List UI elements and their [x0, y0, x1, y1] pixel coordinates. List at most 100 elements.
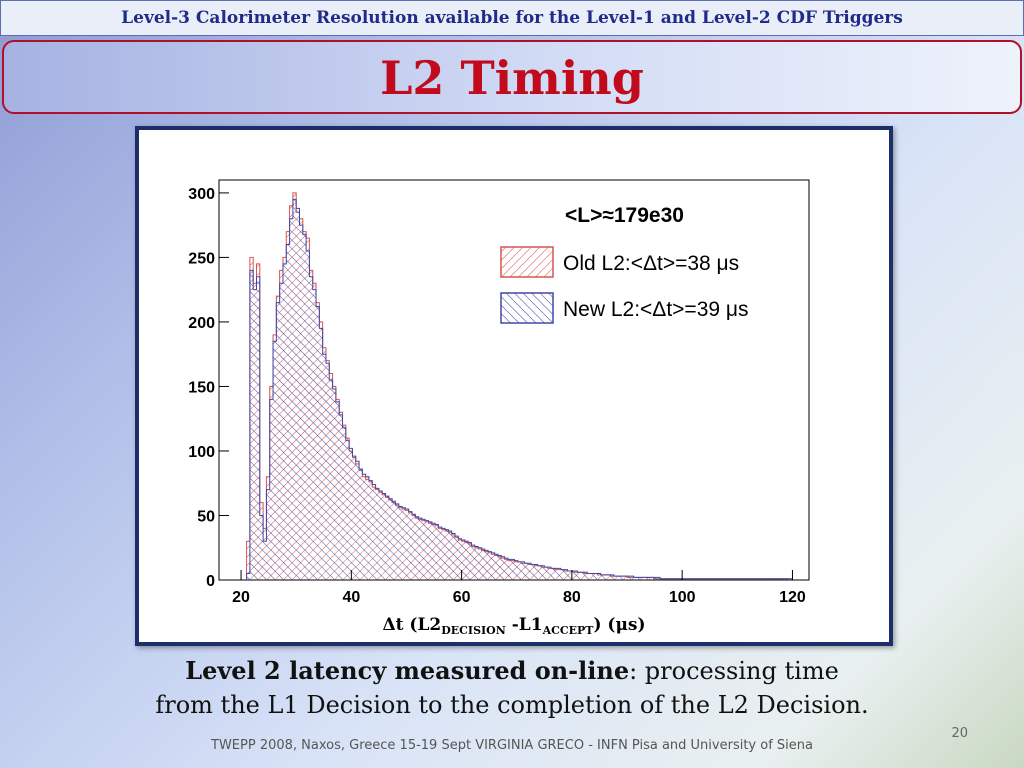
new-l2-bin	[494, 554, 499, 580]
new-l2-bin	[504, 558, 508, 580]
new-l2-bin	[435, 524, 439, 580]
new-l2-bin	[385, 496, 389, 580]
new-l2-bin	[706, 578, 710, 580]
new-l2-bin	[372, 484, 376, 580]
new-l2-bin	[279, 283, 283, 580]
new-l2-bin	[408, 511, 412, 580]
new-l2-bin	[699, 578, 704, 580]
new-l2-bin	[676, 578, 680, 580]
new-l2-bin	[749, 578, 753, 580]
new-l2-bin	[498, 555, 502, 580]
new-l2-bin	[352, 456, 356, 580]
new-l2-bin	[382, 493, 386, 580]
legend-swatch-old	[500, 246, 554, 278]
new-l2-bin	[256, 276, 260, 580]
new-l2-bin	[527, 563, 532, 580]
luminosity-annotation: <L>≈179e30	[565, 204, 684, 227]
new-l2-bin	[557, 568, 561, 580]
x-axis-label-main: Δt (L2	[382, 615, 441, 635]
new-l2-bin	[517, 561, 522, 580]
new-l2-bin	[722, 578, 727, 580]
title-box: L2 Timing	[2, 40, 1022, 114]
new-l2-bin	[491, 552, 495, 580]
new-l2-bin	[689, 578, 694, 580]
new-l2-bin	[448, 530, 452, 580]
new-l2-bin	[531, 564, 535, 580]
new-l2-bin	[756, 578, 760, 580]
new-l2-bin	[292, 199, 297, 580]
new-l2-bin	[617, 576, 621, 580]
new-l2-bin	[425, 520, 429, 580]
new-l2-bin	[289, 218, 293, 580]
new-l2-bin	[732, 578, 737, 580]
new-l2-bin	[590, 573, 594, 580]
new-l2-bin	[286, 244, 290, 581]
new-l2-bin	[779, 578, 783, 580]
new-l2-bin	[378, 490, 383, 580]
new-l2-bin	[716, 578, 720, 580]
new-l2-bin	[630, 576, 634, 580]
new-l2-bin	[769, 578, 773, 580]
x-axis-label-mid: -L1	[506, 615, 543, 635]
new-l2-bin	[656, 577, 661, 580]
new-l2-bin	[299, 225, 303, 580]
new-l2-bin	[395, 503, 399, 580]
new-l2-bin	[636, 577, 641, 580]
new-l2-bin	[683, 578, 687, 580]
new-l2-bin	[259, 515, 264, 580]
new-l2-bin	[339, 414, 343, 580]
new-l2-bin	[392, 501, 396, 580]
new-l2-bin	[584, 572, 588, 580]
new-l2-bin	[405, 509, 409, 580]
new-l2-bin	[468, 542, 472, 580]
new-l2-bin	[451, 533, 455, 580]
new-l2-bin	[554, 568, 558, 580]
histogram-chart: 0 50 100 150 200 250 300 20 40 60 80 100 120 <L>≈179…	[188, 179, 810, 637]
new-l2-bin	[335, 401, 340, 580]
slide-caption: Level 2 latency measured on-line: proces…	[0, 654, 1024, 722]
new-l2-bin	[646, 577, 651, 580]
x-tick-label: 20	[232, 589, 250, 606]
new-l2-bin	[726, 578, 730, 580]
new-l2-bin	[464, 541, 469, 580]
new-l2-bin	[521, 561, 525, 580]
new-l2-bin	[329, 380, 333, 580]
new-l2-bin	[511, 559, 515, 580]
new-l2-bin	[600, 574, 604, 580]
new-l2-bin	[765, 578, 770, 580]
new-l2-bin	[276, 302, 280, 580]
new-l2-bin	[249, 270, 254, 580]
new-l2-bin	[643, 577, 647, 580]
y-tick-label: 300	[188, 186, 215, 203]
histogram-frame: 0 50 100 150 200 250 300 20 40 60 80 100 120 <L>≈179…	[135, 126, 893, 646]
new-l2-bin	[332, 389, 336, 580]
new-l2-bin	[719, 578, 723, 580]
new-l2-bin	[613, 576, 618, 580]
new-l2-bin	[428, 521, 432, 580]
new-l2-bin	[713, 578, 717, 580]
x-axis-label-sub2: ACCEPT	[542, 624, 595, 637]
new-l2-bin	[620, 576, 624, 580]
x-tick-label: 80	[563, 589, 581, 606]
new-l2-bin	[402, 507, 406, 580]
new-l2-bin	[666, 578, 671, 580]
y-tick-label: 100	[188, 444, 215, 461]
new-l2-bin	[782, 578, 786, 580]
new-l2-bin	[567, 570, 571, 580]
new-l2-bin	[316, 306, 320, 580]
new-l2-bin	[375, 488, 379, 580]
y-tick-label: 150	[188, 379, 215, 396]
new-l2-bin	[610, 574, 614, 580]
new-l2-bin	[431, 523, 436, 580]
new-l2-bin	[342, 427, 346, 580]
new-l2-bin	[623, 576, 628, 580]
new-l2-bin	[478, 547, 482, 580]
new-l2-bin	[537, 565, 542, 580]
new-l2-bin	[703, 578, 707, 580]
new-l2-bin	[587, 573, 591, 580]
series-new-l2	[246, 198, 793, 581]
new-l2-bin	[421, 519, 426, 580]
new-l2-bin	[686, 578, 690, 580]
new-l2-bin	[388, 498, 393, 580]
new-l2-bin	[296, 208, 300, 581]
